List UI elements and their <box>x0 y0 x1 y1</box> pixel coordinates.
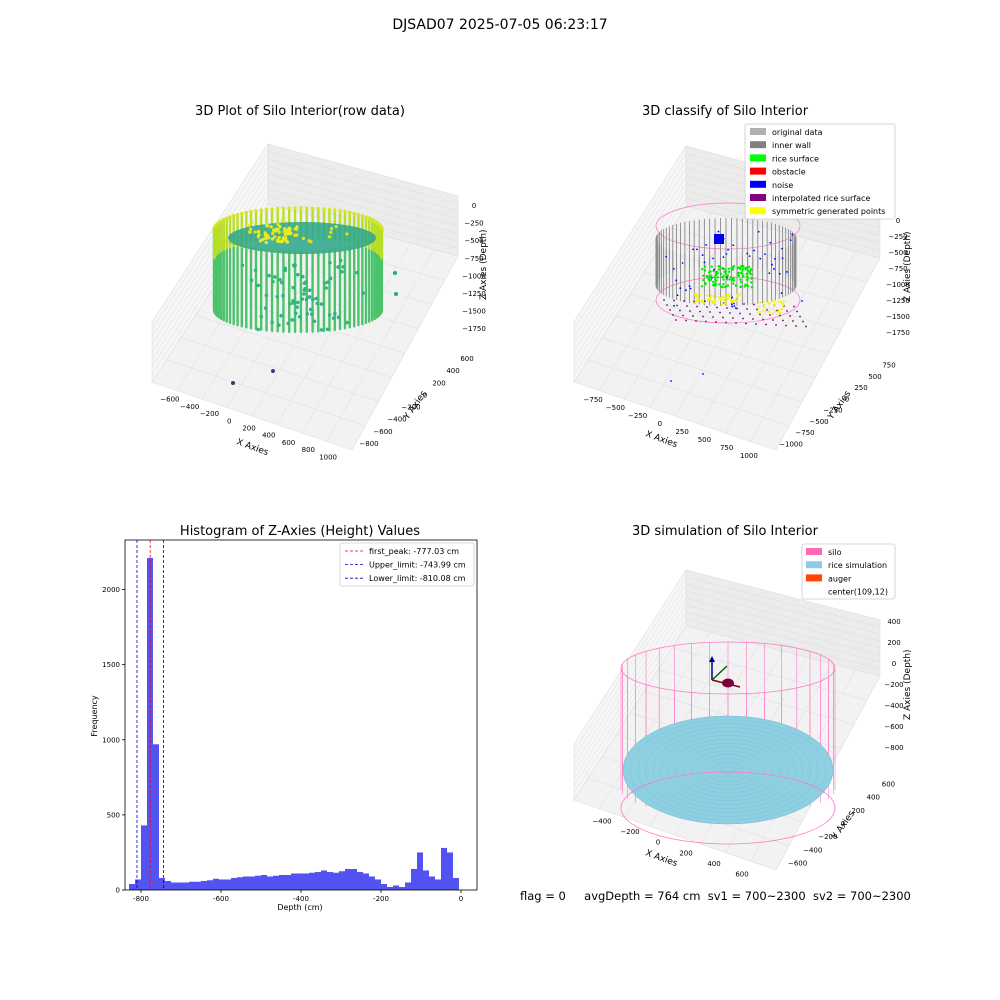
simulation-z-tick: −600 <box>884 723 903 731</box>
simulation-legend: silo rice simulation auger center(109,12) <box>802 544 895 599</box>
simulation-z-tick: −400 <box>884 702 903 710</box>
rice-simulation-surface <box>623 716 833 824</box>
simulation-legend-swatch <box>806 548 822 555</box>
simulation-y-tick: 400 <box>867 794 880 802</box>
simulation-x-tick: 400 <box>707 860 720 868</box>
simulation-legend-swatch <box>806 574 822 581</box>
simulation-x-tick: −200 <box>620 828 639 836</box>
simulation-z-tick: 400 <box>887 618 900 626</box>
simulation-legend-swatch <box>806 588 822 595</box>
status-line: flag = 0 avgDepth = 764 cm sv1 = 700~230… <box>520 889 911 903</box>
simulation-x-axis-label: X Axies <box>644 848 679 869</box>
simulation-z-tick: −200 <box>884 681 903 689</box>
status-sv1: sv1 = 700~2300 <box>708 889 806 903</box>
simulation-x-tick: 200 <box>679 849 692 857</box>
status-avg-depth: avgDepth = 764 cm <box>584 889 700 903</box>
simulation-x-tick: 600 <box>735 871 748 879</box>
simulation-legend-swatch <box>806 561 822 568</box>
simulation-z-tick: 200 <box>887 639 900 647</box>
simulation-x-tick: 0 <box>656 839 660 847</box>
simulation-z-axis-label: Z Axies (Depth) <box>903 649 913 720</box>
simulation-y-tick: −600 <box>788 859 807 867</box>
simulation-x-tick: −400 <box>592 817 611 825</box>
status-flag: flag = 0 <box>520 889 566 903</box>
status-sv2: sv2 = 700~2300 <box>813 889 911 903</box>
simulation-legend-label: center(109,12) <box>828 588 888 597</box>
simulation-legend-label: rice simulation <box>828 561 887 570</box>
simulation-z-tick: 0 <box>892 660 896 668</box>
auger <box>722 679 734 688</box>
simulation-z-tick: −800 <box>884 744 903 752</box>
simulation-legend-label: auger <box>828 574 852 583</box>
simulation-y-tick: −400 <box>803 846 822 854</box>
simulation-legend-label: silo <box>828 548 842 557</box>
simulation-y-tick: 600 <box>882 781 895 789</box>
